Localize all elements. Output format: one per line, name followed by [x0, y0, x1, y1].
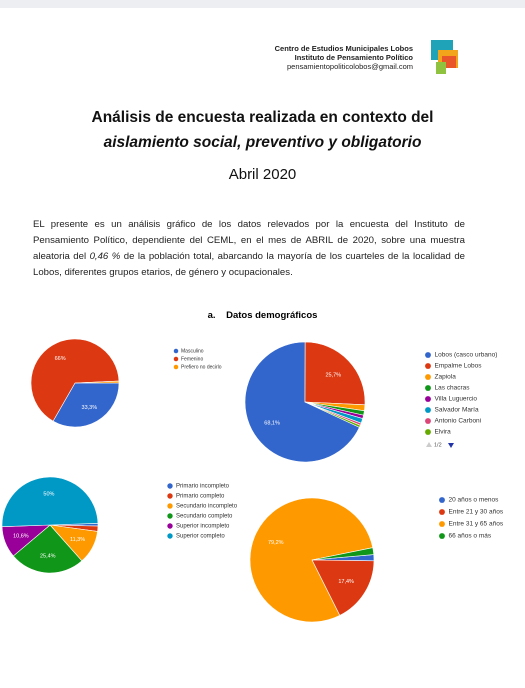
legend-swatch: [167, 493, 173, 499]
title: aislamiento social, preventivo y obligat…: [103, 134, 422, 151]
section-number: a.: [207, 310, 216, 321]
data-label: 33,3%: [82, 405, 98, 411]
data-label: 10,6%: [13, 534, 29, 540]
data-label: 17,4%: [338, 579, 354, 585]
legend-label: Empalme Lobos: [435, 363, 483, 370]
data-label: 79,2%: [268, 540, 284, 546]
legend-swatch: [167, 523, 173, 529]
legend-prev: [426, 442, 432, 447]
legend-label: Entre 21 y 30 años: [449, 509, 504, 516]
legend-swatch: [439, 521, 445, 527]
legend-swatch: [173, 364, 179, 370]
legend-swatch: [425, 385, 431, 391]
pie-slice: [249, 497, 374, 623]
top-bar: [0, 0, 525, 8]
pie-slice: [244, 341, 360, 463]
legend-label: Elvira: [435, 429, 452, 436]
title: Análisis de encuesta realizada en contex…: [91, 109, 434, 126]
legend-label: Secundario incompleto: [176, 504, 238, 510]
legend-page: 1/2: [434, 442, 442, 448]
legend-label: Superior incompleto: [176, 524, 230, 530]
org-name: Centro de Estudios Municipales Lobos: [274, 44, 413, 53]
legend-swatch: [425, 429, 431, 435]
legend-label: Femenino: [181, 356, 203, 362]
legend-label: 20 años o menos: [449, 497, 500, 504]
data-label: 50%: [43, 491, 54, 497]
pie-slice: [311, 559, 375, 616]
legend-swatch: [173, 356, 179, 362]
pie-slice: [304, 341, 366, 406]
pie-slice: [12, 524, 83, 574]
legend-swatch: [425, 374, 431, 380]
legend-label: Villa Luguercio: [435, 396, 478, 403]
pie-slice: [311, 547, 375, 561]
org-name: Instituto de Pensamiento Político: [294, 53, 413, 62]
data-label: 68,1%: [264, 420, 280, 426]
date: Abril 2020: [228, 166, 297, 183]
legend-swatch: [439, 509, 445, 515]
legend-label: Prefiero no decirlo: [181, 364, 222, 370]
legend-swatch: [425, 418, 431, 424]
legend-swatch: [439, 497, 445, 503]
legend-next[interactable]: [448, 443, 454, 448]
legend-label: Antonio Carboni: [435, 418, 482, 425]
org-email: pensamientopoliticolobos@gmail.com: [286, 62, 413, 71]
legend-swatch: [167, 503, 173, 509]
legend-swatch: [425, 396, 431, 402]
section-heading: a. Datos demográficos: [0, 310, 525, 321]
pie-slice: [304, 401, 361, 428]
legend-label: Superior completo: [176, 534, 225, 540]
pie-slice: [1, 476, 99, 527]
legend-label: Las chacras: [435, 385, 471, 392]
legend-label: Primario incompleto: [176, 484, 230, 490]
legend-label: Masculino: [181, 348, 204, 354]
legend-swatch: [173, 348, 179, 354]
legend-swatch: [167, 533, 173, 539]
intro-emphasis: 0,46 %: [89, 251, 121, 262]
intro-text: de la población total, abarcando la mayo…: [33, 251, 465, 278]
legend-label: Zapiola: [435, 374, 457, 381]
legend-label: Entre 31 y 65 años: [449, 521, 504, 528]
legend-swatch: [425, 352, 431, 358]
legend-swatch: [425, 407, 431, 413]
legend-label: Primario completo: [176, 494, 225, 500]
pie-slice: [30, 338, 120, 422]
data-label: 66%: [55, 356, 66, 362]
legend-label: Salvador María: [435, 407, 479, 414]
legend-swatch: [425, 363, 431, 369]
intro-text: EL presente es un análisis gráfico de lo…: [33, 219, 465, 262]
data-label: 25,7%: [325, 373, 341, 379]
legend-label: 66 años o más: [449, 533, 492, 540]
data-label: 11,3%: [70, 537, 85, 543]
section-title: Datos demográficos: [226, 310, 318, 321]
pie-slice: [52, 382, 120, 428]
intro: EL presente es un análisis gráfico de lo…: [33, 217, 465, 281]
pie-slice: [74, 380, 120, 384]
logo: [431, 40, 458, 74]
data-label: 25,4%: [40, 554, 56, 560]
legend-swatch: [439, 533, 445, 539]
legend-label: Secundario completo: [176, 514, 233, 520]
legend-swatch: [167, 483, 173, 489]
legend-swatch: [167, 513, 173, 519]
legend-label: Lobos (casco urbano): [435, 352, 498, 359]
